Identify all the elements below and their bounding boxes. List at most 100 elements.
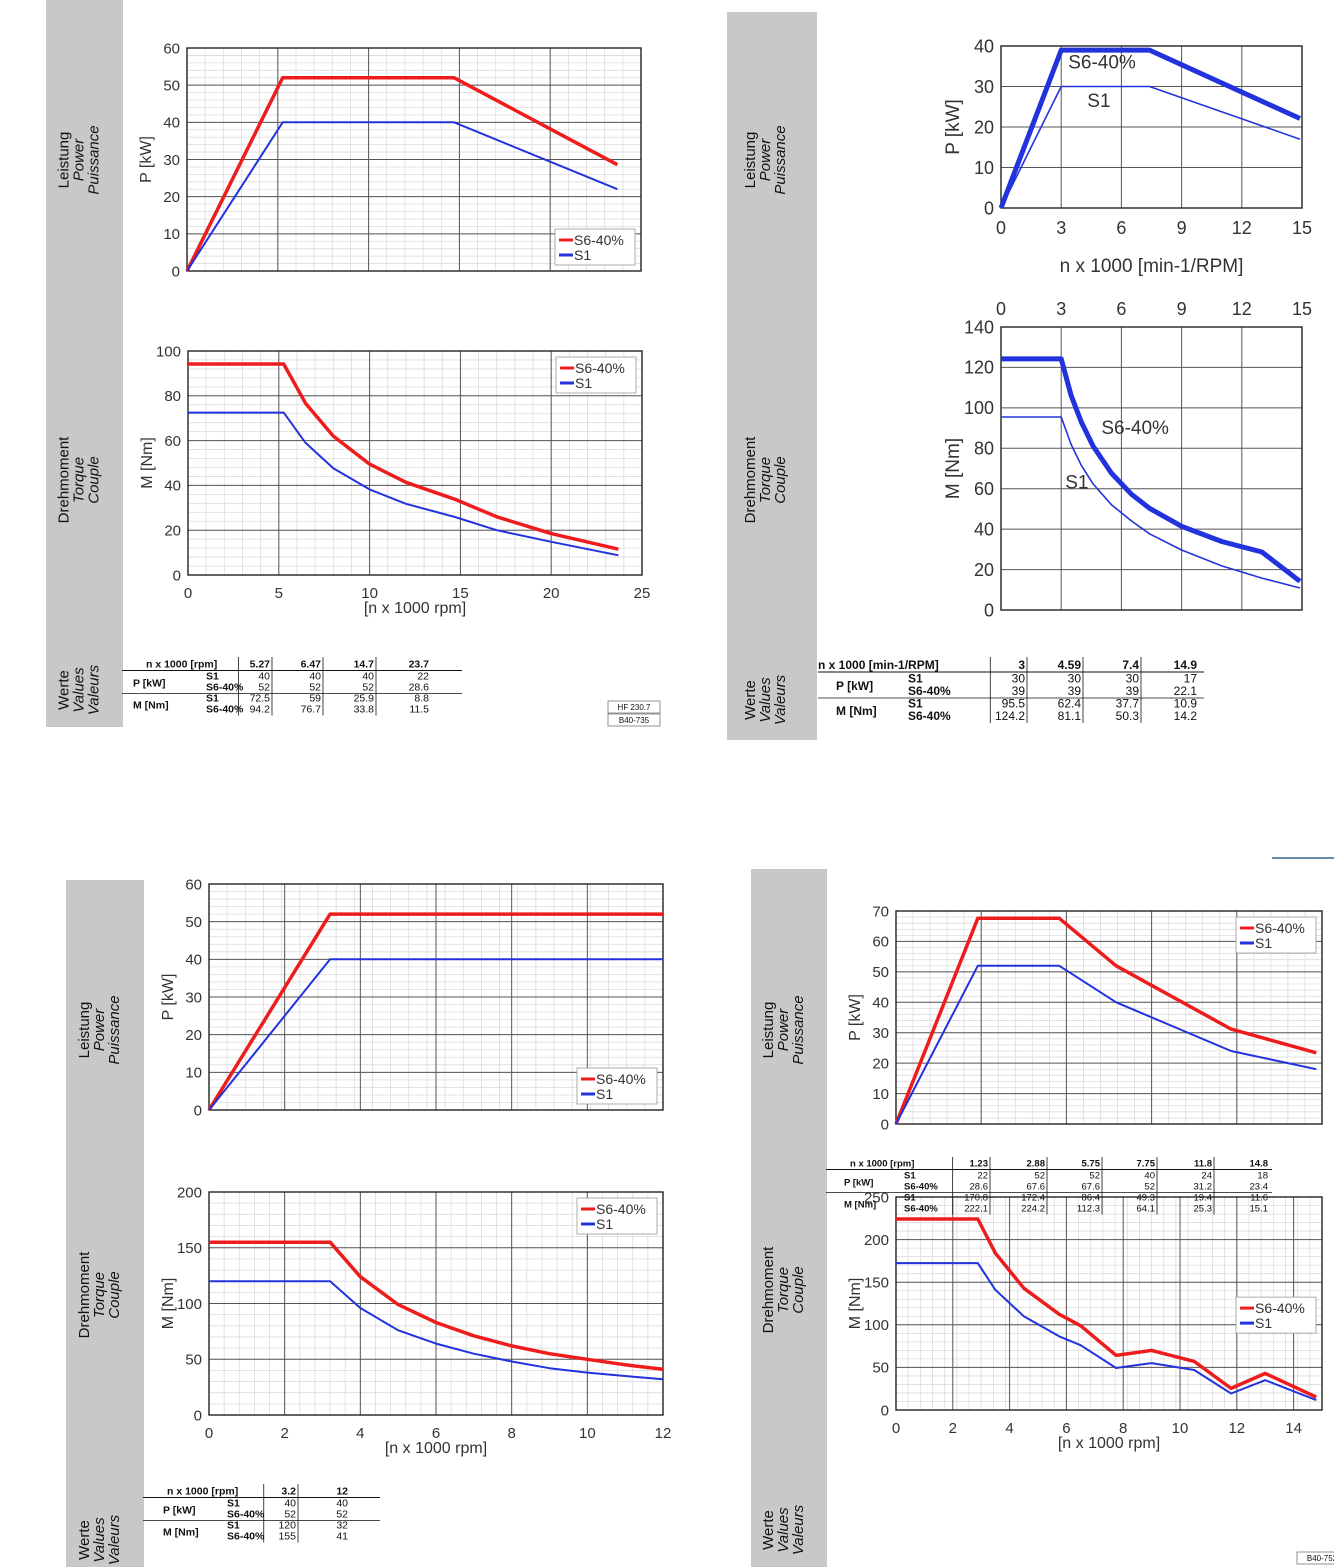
table-cell: 224.2 xyxy=(1021,1204,1045,1215)
table-column-header: 23.7 xyxy=(409,659,430,671)
y-tick-label: 0 xyxy=(881,1116,889,1133)
table-row-group: P [kW] xyxy=(836,679,873,693)
chart-torque-3: 0 50 100 150 200 250 0 2 4 6 8 10 12 14 M [Nm] [n x 100… xyxy=(847,1189,1323,1452)
x-tick-label: 6 xyxy=(1116,299,1126,319)
legend-label: S1 xyxy=(1065,473,1088,494)
table-cell: 18 xyxy=(1257,1171,1268,1182)
x-tick-label: 10 xyxy=(1172,1420,1189,1437)
y-tick-label: 40 xyxy=(164,478,181,495)
series-line-s1 xyxy=(1001,416,1301,589)
side-bar-background xyxy=(727,12,817,740)
y-axis-label-text: P [kW] xyxy=(138,136,155,183)
x-tick-label: 0 xyxy=(996,299,1006,319)
y-tick-label: 150 xyxy=(177,1240,202,1257)
side-label-values-line: Valeurs xyxy=(85,664,102,715)
table-row-label: S6-40% xyxy=(904,1204,938,1215)
table-column-header: 14.7 xyxy=(354,659,375,671)
values-table: n x 1000 [rpm] 1.23 2.88 5.75 7.75 11.8 14.8 S1… xyxy=(826,1157,1272,1215)
side-label-power-line: Power xyxy=(70,138,87,182)
y-axis-label: M [Nm] xyxy=(847,1278,864,1330)
table-cell: 37.7 xyxy=(1116,697,1140,711)
y-tick-label: 20 xyxy=(872,1055,889,1072)
x-axis-label: [n x 1000 rpm] xyxy=(1058,1435,1160,1452)
series-line-s6-40- xyxy=(896,1217,1318,1399)
plot-frame xyxy=(208,1191,664,1416)
table-cell: 15.1 xyxy=(1250,1204,1269,1215)
values-table: n x 1000 [rpm] 5.27 6.47 14.7 23.7 S1 P [kW] 40… xyxy=(122,657,462,716)
x-tick-label: 25 xyxy=(634,585,651,602)
table-column-header: 7.4 xyxy=(1122,658,1139,672)
x-tick-label: 15 xyxy=(1292,299,1312,319)
x-tick-label: 12 xyxy=(1228,1420,1245,1437)
table-column-header: 6.47 xyxy=(301,659,322,671)
table-header: n x 1000 [rpm] xyxy=(146,659,217,671)
plot-frame xyxy=(1000,45,1303,209)
side-label-power-line: Power xyxy=(757,138,774,182)
y-tick-label: 80 xyxy=(974,439,994,459)
side-bar-background xyxy=(66,880,144,1567)
table-cell: 94.2 xyxy=(250,704,271,716)
table-cell: 24 xyxy=(1201,1171,1212,1182)
y-axis-label-text: P [kW] xyxy=(847,994,864,1041)
table-row-label: S6-40% xyxy=(227,1509,265,1521)
series-line-s6-40- xyxy=(1001,356,1302,584)
x-tick-label: 2 xyxy=(949,1420,957,1437)
x-tick-label: 0 xyxy=(184,585,192,602)
y-tick-label: 250 xyxy=(864,1189,889,1206)
table-row-label: S1 xyxy=(908,672,923,686)
table-cell: 52 xyxy=(309,682,321,694)
table-cell: 67.6 xyxy=(1082,1182,1101,1193)
table-row-group: P [kW] xyxy=(844,1177,873,1188)
y-tick-label: 60 xyxy=(164,433,181,450)
x-tick-label: 12 xyxy=(1232,218,1252,238)
side-label-values-line: Values xyxy=(757,677,774,723)
legend-box xyxy=(1235,1296,1317,1334)
legend-box xyxy=(1235,916,1317,954)
x-axis-label: n x 1000 [min-1/RPM] xyxy=(1060,256,1244,277)
y-tick-label: 20 xyxy=(163,189,180,206)
table-row-group: P [kW] xyxy=(163,1504,195,1516)
table-cell: 22 xyxy=(977,1171,988,1182)
plot-area xyxy=(1001,327,1302,610)
x-tick-label: 2 xyxy=(280,1425,288,1442)
table-cell: 52 xyxy=(1089,1171,1100,1182)
table-row-label: S1 xyxy=(908,697,923,711)
side-label-torque-line: Drehmoment xyxy=(760,1246,777,1334)
drawing-code-box xyxy=(607,713,661,727)
side-label-power-line: Leistung xyxy=(760,1002,777,1059)
side-label-torque-line: Drehmoment xyxy=(742,436,759,524)
y-tick-label: 40 xyxy=(872,995,889,1012)
table-cell: 25.9 xyxy=(354,693,375,705)
table-cell: 222.1 xyxy=(964,1204,988,1215)
y-tick-label: 0 xyxy=(194,1102,202,1119)
table-row-label: S1 xyxy=(904,1193,916,1204)
table-column-header: 3.2 xyxy=(281,1486,296,1498)
x-tick-label: 6 xyxy=(432,1425,440,1442)
side-label-values-line: Values xyxy=(775,1507,792,1553)
table-cell: 30 xyxy=(1012,672,1026,686)
table-row-group: M [Nm] xyxy=(133,699,169,711)
table-cell: 19.4 xyxy=(1194,1193,1213,1204)
y-tick-label: 100 xyxy=(864,1317,889,1334)
legend-label: S6-40% xyxy=(1068,52,1136,73)
y-tick-label: 60 xyxy=(974,479,994,499)
legend-label: S6-40% xyxy=(1101,418,1169,439)
side-label-values-line: Werte xyxy=(742,680,759,720)
table-row-label: S1 xyxy=(206,693,219,705)
plot-frame xyxy=(895,1196,1323,1411)
chart-power-2: 0 10 20 30 40 50 60 P [kW] S6-40%S1 xyxy=(160,876,664,1119)
y-tick-label: 30 xyxy=(185,989,202,1006)
y-axis-label: M [Nm] xyxy=(160,1278,177,1330)
y-tick-label: 30 xyxy=(872,1025,889,1042)
y-tick-label: 40 xyxy=(974,519,994,539)
table-cell: 30 xyxy=(1126,672,1140,686)
series-line-s6-40- xyxy=(207,912,663,1111)
table-cell: 67.6 xyxy=(1027,1182,1046,1193)
y-tick-label: 0 xyxy=(881,1402,889,1419)
